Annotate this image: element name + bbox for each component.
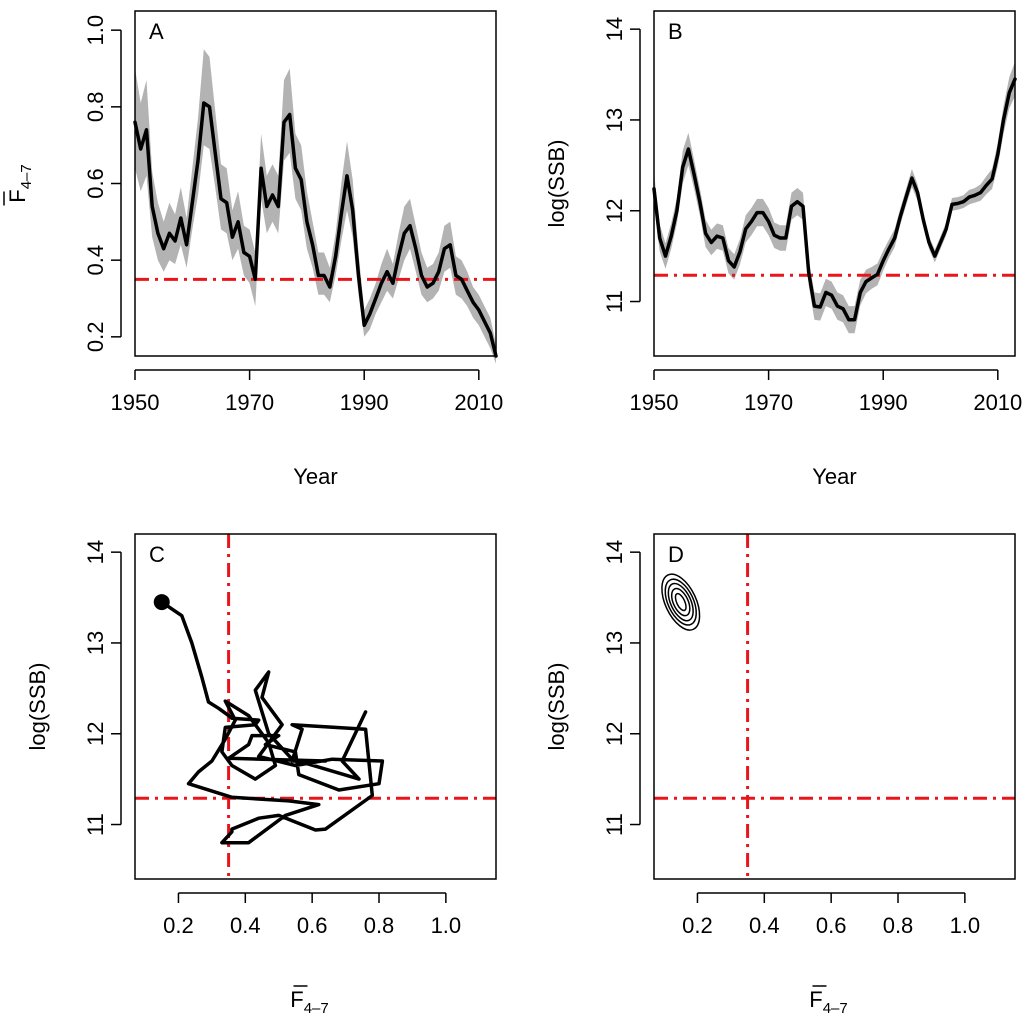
series-line <box>159 600 385 845</box>
y-tick-label: 0.2 <box>83 322 108 353</box>
x-axis-title: F4–7 <box>809 987 847 1015</box>
x-axis-title-main: F <box>809 987 822 1012</box>
plot-frame <box>653 533 1016 880</box>
y-tick-label: 13 <box>602 631 627 655</box>
y-axis-title: log(SSB) <box>25 662 50 750</box>
contour-ellipse <box>674 592 687 612</box>
y-tick-label: 14 <box>83 540 108 564</box>
y-tick-label: 11 <box>83 813 108 836</box>
y-axis-title-main: F <box>5 189 30 202</box>
y-axis-title-sub: 4–7 <box>18 164 35 189</box>
confidence-band <box>654 61 1015 334</box>
confidence-band <box>135 49 496 364</box>
x-axis-title-sub: 4–7 <box>823 1000 848 1015</box>
y-tick-label: 13 <box>602 108 627 132</box>
x-tick-label: 1970 <box>744 390 793 415</box>
contour-ellipse <box>670 587 691 617</box>
x-tick-label: 2010 <box>454 390 503 415</box>
plot-frame <box>134 533 497 880</box>
y-tick-label: 0.8 <box>83 92 108 123</box>
panel-b: 1950 1970 1990 2010 11 12 13 14 B Year log(SSB) <box>544 10 1022 489</box>
x-axis-title: Year <box>812 464 856 489</box>
panel-letter: C <box>149 542 165 567</box>
y-tick-label: 11 <box>602 290 627 313</box>
x-tick-label: 1990 <box>859 390 908 415</box>
y-tick-label: 1.0 <box>83 15 108 46</box>
x-axis-title: Year <box>293 464 337 489</box>
x-tick-label: 0.6 <box>816 913 847 938</box>
contour-ellipse <box>664 578 697 626</box>
y-tick-label: 12 <box>602 198 627 222</box>
panel-c: 0.2 0.4 0.6 0.8 1.0 11 12 13 14 C F4–7 log(SSB) <box>25 533 497 1015</box>
x-tick-label: 1990 <box>340 390 389 415</box>
x-tick-label: 2010 <box>973 390 1022 415</box>
plot-frame <box>653 10 1016 357</box>
x-tick-label: 1970 <box>225 390 274 415</box>
x-tick-label: 0.8 <box>364 913 395 938</box>
x-tick-label: 0.2 <box>682 913 713 938</box>
y-axis-title: log(SSB) <box>544 662 569 750</box>
end-point-marker <box>153 594 170 611</box>
panel-letter: A <box>149 19 164 44</box>
x-tick-label: 1950 <box>630 390 679 415</box>
x-tick-label: 0.2 <box>163 913 194 938</box>
x-axis-title-sub: 4–7 <box>304 1000 329 1015</box>
y-tick-label: 0.4 <box>83 245 108 276</box>
series-line <box>133 101 498 358</box>
y-axis-title: F4–7 <box>5 164 35 202</box>
plot-frame <box>134 10 497 357</box>
x-tick-label: 0.8 <box>883 913 914 938</box>
series-line <box>652 77 1017 322</box>
panel-letter: D <box>668 542 684 567</box>
x-tick-label: 0.4 <box>230 913 261 938</box>
y-tick-label: 14 <box>602 540 627 564</box>
y-tick-label: 13 <box>83 631 108 655</box>
y-tick-label: 12 <box>602 721 627 745</box>
contour-ellipse <box>661 573 701 631</box>
panel-letter: B <box>668 19 683 44</box>
y-tick-label: 11 <box>602 813 627 836</box>
x-tick-label: 0.4 <box>749 913 780 938</box>
y-axis-title: log(SSB) <box>544 139 569 227</box>
y-tick-label: 12 <box>83 721 108 745</box>
x-axis-title: F4–7 <box>290 987 328 1015</box>
panel-d: 0.2 0.4 0.6 0.8 1.0 11 12 13 14 D F4–7 log(SSB) <box>544 533 1016 1015</box>
y-tick-label: 0.6 <box>83 168 108 199</box>
x-tick-label: 1.0 <box>431 913 462 938</box>
x-tick-label: 1.0 <box>950 913 981 938</box>
y-tick-label: 14 <box>602 17 627 41</box>
panel-a: 1950 1970 1990 2010 0.2 0.4 0.6 0.8 1.0 A Year F4–7 <box>3 10 503 489</box>
x-tick-label: 1950 <box>111 390 160 415</box>
x-axis-title-main: F <box>290 987 303 1012</box>
contour-ellipse <box>667 582 694 622</box>
x-tick-label: 0.6 <box>297 913 328 938</box>
